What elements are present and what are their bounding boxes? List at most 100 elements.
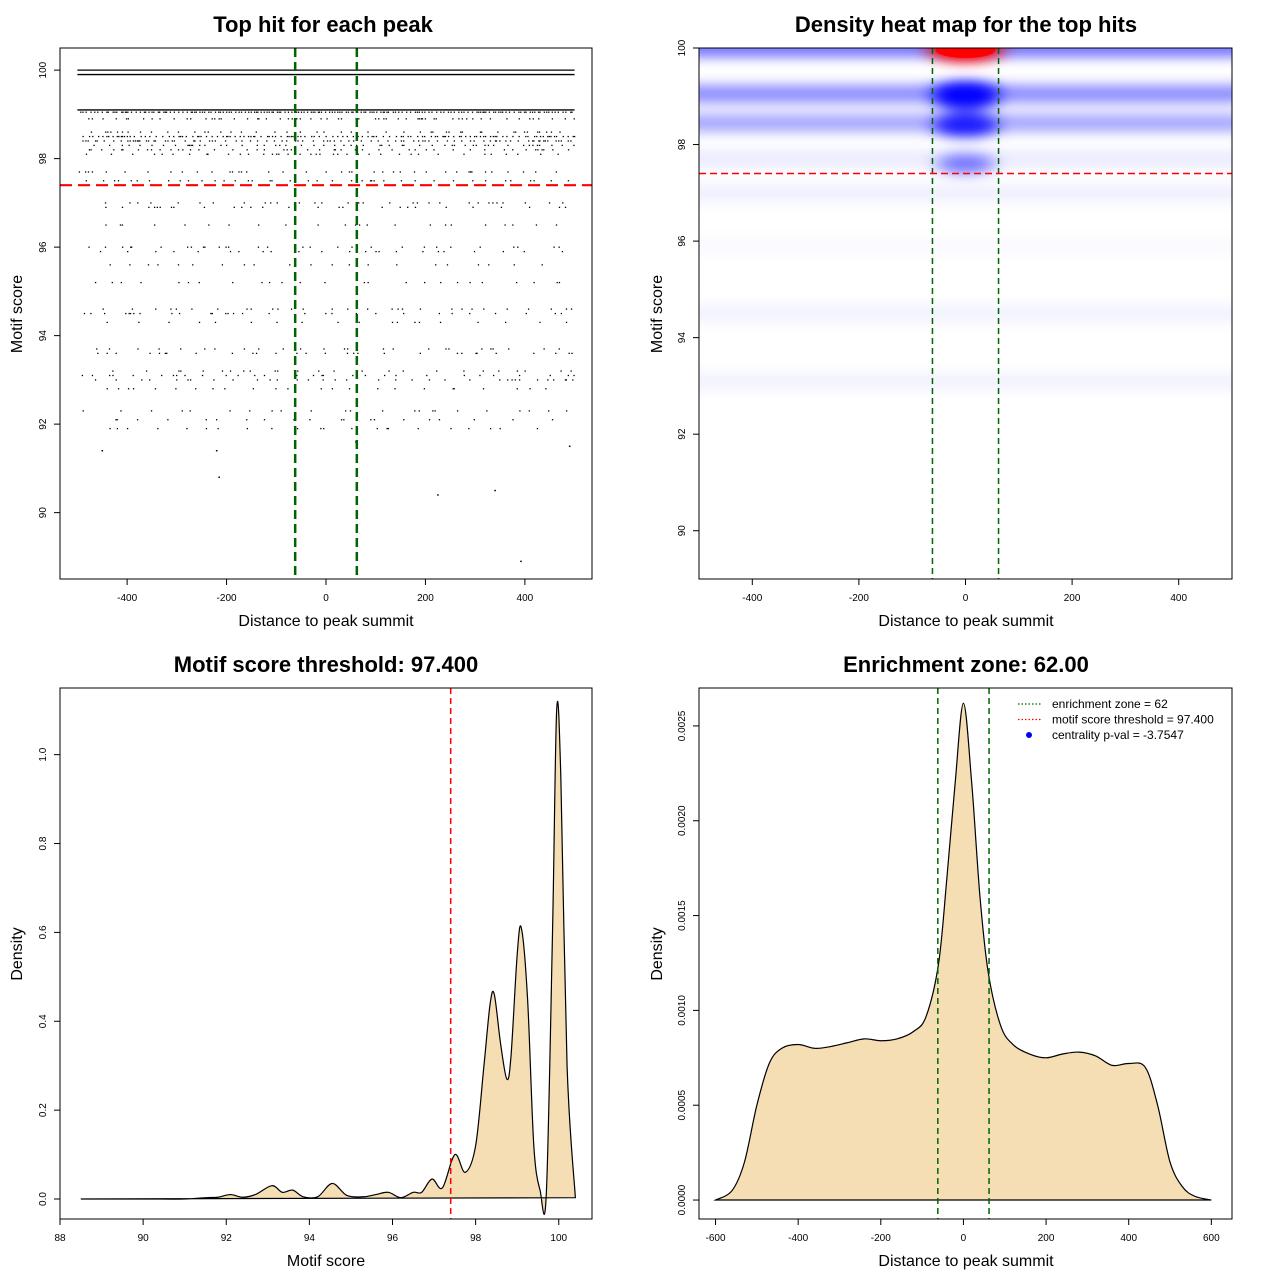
panel4-y-axis: 0.0000 0.0005 0.0010 0.0015 0.0020 0.0025 — [677, 710, 699, 1215]
data-point — [546, 131, 548, 133]
data-point — [447, 135, 450, 138]
data-point — [405, 281, 407, 284]
data-point — [213, 149, 216, 151]
data-point — [196, 171, 199, 173]
data-point — [544, 140, 547, 142]
data-point — [337, 321, 339, 324]
data-point — [90, 131, 93, 133]
data-point — [515, 281, 518, 284]
data-point — [556, 281, 558, 284]
data-point — [486, 410, 488, 412]
data-point — [300, 135, 302, 138]
data-point — [117, 388, 120, 390]
data-point — [118, 135, 120, 138]
data-point — [377, 140, 379, 142]
data-point — [180, 348, 182, 350]
data-point — [277, 308, 279, 310]
data-point — [443, 135, 445, 138]
data-point — [110, 131, 112, 133]
y-tick-label: 98 — [677, 139, 688, 151]
data-point — [255, 131, 257, 133]
data-point — [370, 246, 372, 248]
data-point — [127, 140, 129, 142]
data-point — [440, 281, 442, 284]
data-point — [524, 370, 526, 372]
data-point — [262, 206, 264, 208]
data-point — [85, 180, 87, 182]
data-point — [303, 111, 305, 113]
data-point — [186, 118, 188, 120]
data-point — [467, 111, 469, 113]
data-point — [198, 149, 200, 151]
data-point — [271, 111, 273, 113]
x-tick-label: 200 — [1064, 593, 1081, 604]
data-point — [477, 264, 480, 266]
data-point — [234, 180, 236, 182]
data-point — [331, 180, 334, 182]
data-point — [506, 135, 508, 138]
data-point — [484, 135, 487, 138]
data-point — [331, 308, 333, 310]
data-point — [480, 111, 482, 113]
data-point — [535, 224, 538, 226]
data-point — [102, 180, 105, 182]
data-point — [147, 140, 150, 142]
data-point — [428, 111, 430, 113]
data-point — [477, 202, 479, 204]
data-point — [516, 388, 518, 390]
data-point — [272, 308, 274, 310]
data-point — [243, 135, 245, 138]
data-point — [139, 312, 141, 315]
data-point — [109, 427, 111, 430]
data-point — [538, 140, 540, 142]
data-point — [376, 427, 378, 430]
data-point — [194, 131, 196, 133]
heat-hotspot — [935, 90, 996, 113]
data-point — [318, 149, 321, 151]
data-point — [498, 111, 500, 113]
data-point — [321, 202, 323, 204]
data-point — [469, 135, 471, 138]
data-point — [124, 171, 126, 173]
data-point — [271, 135, 274, 138]
data-point — [488, 111, 491, 113]
data-point — [110, 153, 113, 155]
data-point — [369, 180, 372, 182]
data-point — [271, 153, 274, 155]
y-tick-label: 96 — [38, 241, 49, 253]
data-point — [446, 140, 449, 142]
data-point — [402, 135, 404, 138]
data-point — [290, 149, 293, 151]
data-point — [400, 180, 403, 182]
data-point — [565, 111, 567, 113]
data-point — [424, 140, 426, 142]
data-point — [170, 308, 172, 310]
data-point — [228, 224, 230, 226]
data-point — [469, 149, 471, 151]
data-point — [127, 118, 130, 120]
data-point — [347, 308, 349, 310]
data-point — [215, 419, 218, 421]
data-point — [398, 153, 401, 155]
data-point — [113, 149, 115, 151]
data-point — [299, 348, 302, 350]
data-point — [148, 206, 150, 208]
data-point — [302, 140, 304, 142]
data-point — [153, 153, 156, 155]
data-point — [201, 111, 204, 113]
data-point — [164, 140, 167, 142]
data-point — [239, 135, 241, 138]
data-point — [176, 379, 178, 381]
data-point — [430, 131, 432, 133]
data-point — [383, 180, 385, 182]
data-point — [400, 135, 403, 138]
data-point — [348, 171, 351, 173]
data-point — [514, 379, 516, 381]
data-point — [317, 111, 320, 113]
data-point — [271, 180, 273, 182]
data-point — [499, 427, 501, 430]
data-point — [382, 348, 385, 350]
data-point — [430, 135, 433, 138]
panel3-density-area — [80, 700, 577, 1215]
data-point — [562, 111, 564, 113]
